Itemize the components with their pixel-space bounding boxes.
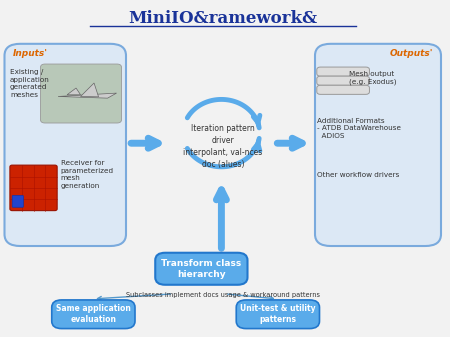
Text: Transform class
hierarchy: Transform class hierarchy [161,259,242,279]
Text: Existing /
application
generated
meshes: Existing / application generated meshes [10,69,49,98]
Text: Mesh output
(e.g. Exodus): Mesh output (e.g. Exodus) [349,71,396,85]
Text: Inputs': Inputs' [13,49,48,58]
FancyBboxPatch shape [10,165,57,211]
Text: Other workflow drivers: Other workflow drivers [317,172,400,178]
FancyBboxPatch shape [317,67,369,76]
Text: Subclasses implement docs usage & workaround patterns: Subclasses implement docs usage & workar… [126,292,320,298]
FancyBboxPatch shape [40,64,122,123]
FancyBboxPatch shape [52,300,135,329]
Text: Unit-test & utility
patterns: Unit-test & utility patterns [240,304,316,324]
Text: Same application
evaluation: Same application evaluation [56,304,131,324]
FancyBboxPatch shape [236,300,320,329]
FancyBboxPatch shape [317,85,369,94]
FancyBboxPatch shape [4,44,126,246]
Text: MiniIO&ramework&: MiniIO&ramework& [128,10,317,27]
Text: Additional Formats
- ATDB DataWarehouse
  ADIOS: Additional Formats - ATDB DataWarehouse … [317,118,401,139]
FancyBboxPatch shape [12,195,23,207]
Text: Outputs': Outputs' [389,49,433,58]
FancyBboxPatch shape [317,76,369,85]
Polygon shape [67,88,81,95]
Text: Iteration pattern
driver
interpolant, val-nces
doc (alues): Iteration pattern driver interpolant, va… [183,124,262,169]
Text: Receiver for
parameterized
mesh
generation: Receiver for parameterized mesh generati… [61,160,114,189]
FancyBboxPatch shape [315,44,441,246]
Polygon shape [81,83,99,97]
FancyBboxPatch shape [155,253,248,285]
Polygon shape [58,93,117,98]
